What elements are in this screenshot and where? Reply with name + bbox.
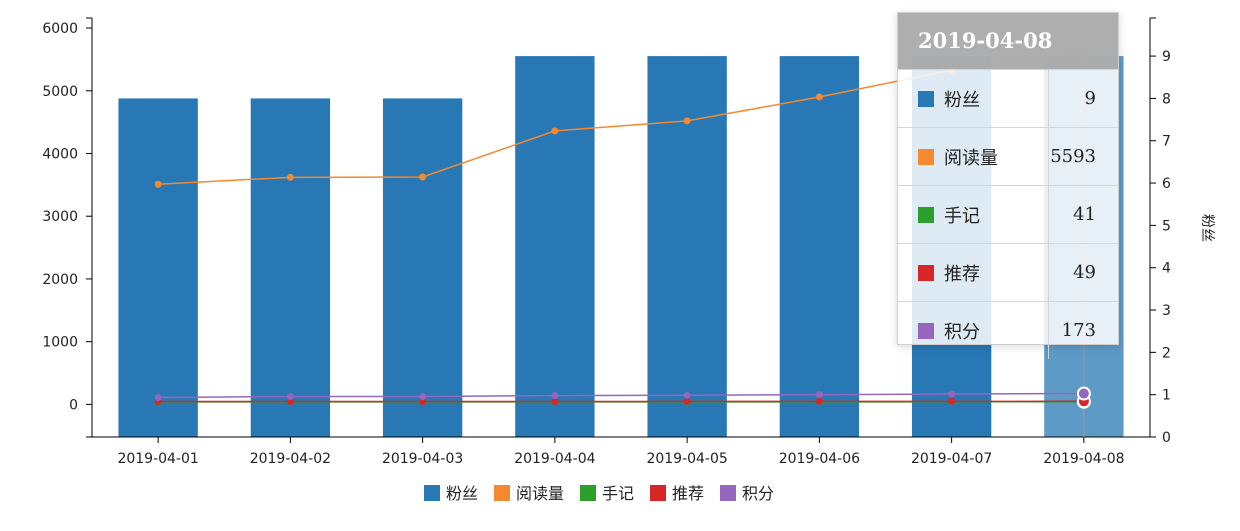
legend-label: 手记 [602,484,634,503]
bar [250,98,331,438]
tooltip-series-name: 推荐 [944,263,980,285]
y-tick-label-left: 4000 [42,146,78,162]
tooltip-series-name: 积分 [944,321,980,343]
legend-item[interactable]: 手记 [580,484,634,503]
legend-item[interactable]: 阅读量 [494,484,564,503]
x-tick-label: 2019-04-01 [117,451,198,467]
point [948,390,956,398]
point [1076,386,1091,401]
point [154,180,162,188]
y-tick-label-left: 2000 [42,272,78,288]
line-积分 [158,392,1084,399]
point [683,117,691,125]
y-tick-label-right: 2 [1162,345,1171,361]
legend-swatch [580,485,596,501]
y-tick-label-left: 0 [69,397,78,413]
y-axis-right-title: 粉丝 [1199,214,1215,242]
point [815,397,823,405]
y-tick-label-right: 5 [1162,218,1171,234]
axes: 0 1000 2000 3000 4000 5000 6000 0 1 2 3 4 5 6 7 8 9 粉丝 201… [42,17,1215,467]
point [815,391,823,399]
bar [647,56,727,437]
tooltip-swatch [918,206,934,223]
x-tick-label: 2019-04-02 [250,451,331,467]
y-tick-label-left: 1000 [42,335,78,351]
tooltip-value: 41 [1048,185,1118,244]
tooltip-row: 粉丝 9 [898,69,1118,128]
tooltip: 2019-04-08 粉丝 9 阅读量 5593 手记 41 推荐 49 积分 … [897,12,1119,359]
tooltip-series-name: 粉丝 [944,89,980,111]
x-tick-label: 2019-04-07 [911,451,992,467]
legend-item[interactable]: 推荐 [650,484,704,503]
legend-item[interactable]: 积分 [720,484,774,503]
point [551,397,559,405]
y-tick-label-right: 3 [1162,303,1171,319]
legend-label: 积分 [742,484,774,503]
point [154,393,162,401]
tooltip-row: 阅读量 5593 [898,127,1118,186]
y-tick-label-right: 6 [1162,176,1171,192]
point [286,398,294,406]
tooltip-value: 49 [1048,243,1118,302]
y-tick-label-right: 1 [1162,388,1171,404]
point [683,391,691,399]
point [683,397,691,405]
legend-swatch [494,485,510,501]
point [419,393,427,401]
legend-label: 粉丝 [446,484,478,503]
tooltip-row: 手记 41 [898,185,1118,244]
legend-label: 阅读量 [516,484,564,503]
tooltip-swatch [918,322,934,339]
point [551,392,559,400]
point [948,397,956,405]
tooltip-value: 5593 [1048,127,1118,186]
legend-swatch [424,485,440,501]
point [286,393,294,401]
legend-swatch [650,485,666,501]
tooltip-title: 2019-04-08 [898,13,1118,69]
legend-swatch [720,485,736,501]
point [551,127,559,135]
x-tick-label: 2019-04-05 [646,451,727,467]
x-tick-label: 2019-04-04 [514,451,595,467]
y-tick-label-right: 8 [1162,91,1171,107]
x-tick-label: 2019-04-08 [1043,451,1124,467]
y-tick-label-right: 7 [1162,134,1171,150]
bar [515,56,595,437]
point [419,398,427,406]
x-tick-label: 2019-04-06 [779,451,860,467]
y-tick-label-left: 6000 [42,21,78,37]
tooltip-swatch [918,264,934,281]
x-tick-label: 2019-04-03 [382,451,463,467]
tooltip-series-name: 阅读量 [944,147,998,169]
tooltip-swatch [918,90,934,107]
legend[interactable]: 粉丝 阅读量 手记 推荐 积分 [424,484,774,503]
y-tick-label-left: 5000 [42,84,78,100]
tooltip-row: 积分 173 [898,301,1118,359]
y-tick-label-right: 9 [1162,49,1171,65]
bar [382,98,463,438]
tooltip-row: 推荐 49 [898,243,1118,302]
line-series [154,18,1091,437]
tooltip-value: 173 [1048,301,1118,359]
bar [779,56,860,437]
y-tick-label-right: 4 [1162,261,1171,277]
y-tick-label-right: 0 [1162,430,1171,446]
tooltip-value: 9 [1048,69,1118,128]
point [286,173,294,181]
legend-label: 推荐 [672,484,704,503]
point [419,173,427,181]
tooltip-series-name: 手记 [944,205,980,227]
y-tick-label-left: 3000 [42,209,78,225]
tooltip-swatch [918,148,934,165]
point [815,93,823,101]
legend-item[interactable]: 粉丝 [424,484,478,503]
bar [118,98,198,438]
tooltip-table: 粉丝 9 阅读量 5593 手记 41 推荐 49 积分 173 [898,69,1118,359]
